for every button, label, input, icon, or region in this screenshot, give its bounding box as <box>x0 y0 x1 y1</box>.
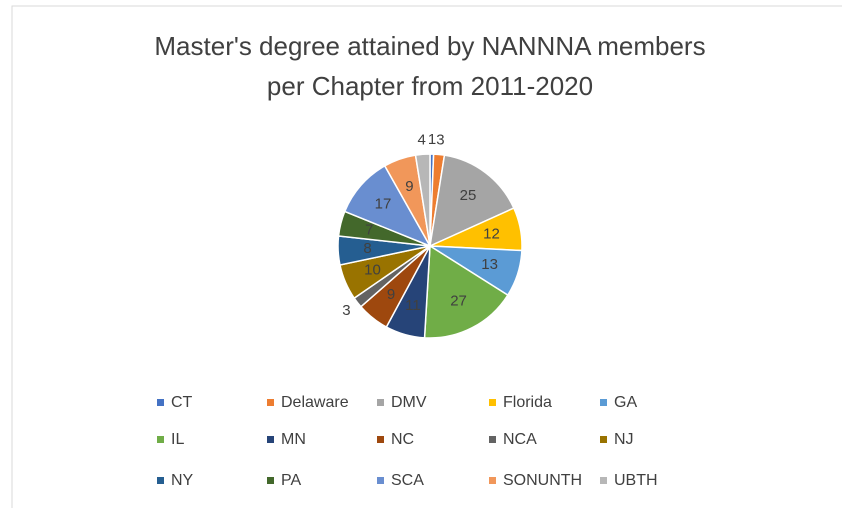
legend-swatch <box>377 399 384 406</box>
legend-swatch <box>157 477 164 484</box>
legend-swatch <box>600 477 607 484</box>
data-label: 3 <box>436 131 444 148</box>
data-label: 12 <box>483 225 500 242</box>
legend-swatch <box>377 436 384 443</box>
legend-swatch <box>489 399 496 406</box>
legend-label: NJ <box>614 431 634 448</box>
data-label: 27 <box>450 293 467 310</box>
legend-label: Florida <box>503 394 552 411</box>
legend-swatch <box>489 477 496 484</box>
data-label: 11 <box>405 297 421 314</box>
legend-label: PA <box>281 472 301 489</box>
data-label: 8 <box>363 240 371 257</box>
legend-label: IL <box>171 431 184 448</box>
legend-label: DMV <box>391 394 427 411</box>
legend-label: NCA <box>503 431 537 448</box>
data-label: 3 <box>342 302 350 319</box>
legend-swatch <box>157 399 164 406</box>
legend-swatch <box>267 436 274 443</box>
data-label: 9 <box>387 286 395 303</box>
pie-slice <box>414 153 431 247</box>
chart-title: per Chapter from 2011-2020 <box>267 71 593 101</box>
legend-label: SCA <box>391 472 424 489</box>
legend-swatch <box>600 399 607 406</box>
legend-label: NC <box>391 431 414 448</box>
legend-label: UBTH <box>614 472 658 489</box>
data-label: 13 <box>481 256 498 273</box>
data-label: 17 <box>375 196 392 213</box>
legend-label: Delaware <box>281 394 349 411</box>
legend-swatch <box>267 399 274 406</box>
legend-label: MN <box>281 431 306 448</box>
data-label: 4 <box>417 131 425 148</box>
legend-label: CT <box>171 394 193 411</box>
pie-slice <box>429 154 515 248</box>
legend-label: NY <box>171 472 194 489</box>
data-label: 1 <box>428 131 436 148</box>
legend-swatch <box>377 477 384 484</box>
pie-slice <box>423 244 509 339</box>
data-label: 9 <box>405 178 413 195</box>
legend-swatch <box>489 436 496 443</box>
legend-swatch <box>600 436 607 443</box>
chart-title: Master's degree attained by NANNNA membe… <box>154 31 705 61</box>
data-label: 7 <box>365 222 373 239</box>
legend-swatch <box>157 436 164 443</box>
data-label: 25 <box>460 187 477 204</box>
data-label: 10 <box>364 262 381 279</box>
legend-label: SONUNTH <box>503 472 582 489</box>
legend-label: GA <box>614 394 637 411</box>
legend-swatch <box>267 477 274 484</box>
chart-frame <box>11 5 842 508</box>
